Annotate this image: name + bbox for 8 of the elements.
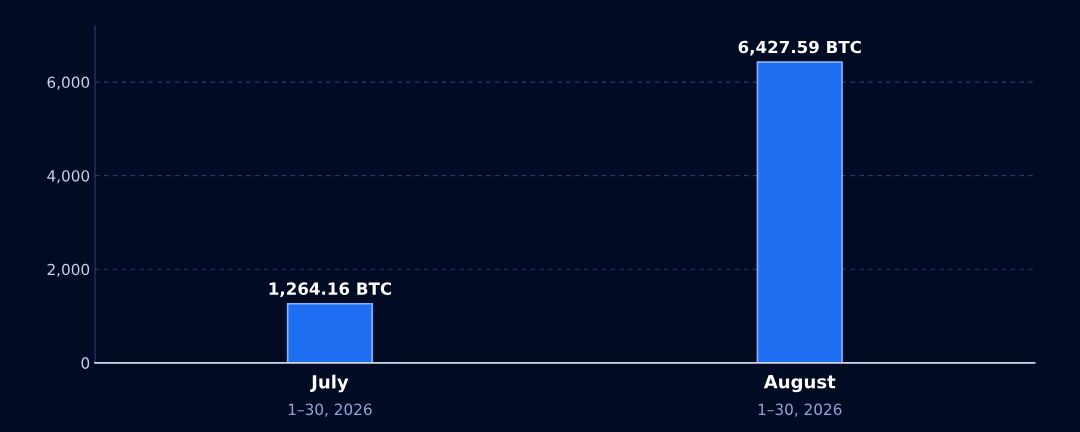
data-label: 1,264.16 BTC — [269, 282, 392, 298]
y-tick-label: 6,000 — [47, 76, 90, 90]
y-tick-label: 4,000 — [47, 170, 90, 184]
x-tick-label: July 1–30, 2026 — [288, 374, 372, 417]
x-tick-label: August 1–30, 2026 — [758, 375, 842, 417]
y-tick-label: 0 — [81, 357, 90, 369]
y-tick-label: 2,000 — [47, 263, 90, 277]
data-label: 6,427.59 BTC — [738, 40, 861, 56]
